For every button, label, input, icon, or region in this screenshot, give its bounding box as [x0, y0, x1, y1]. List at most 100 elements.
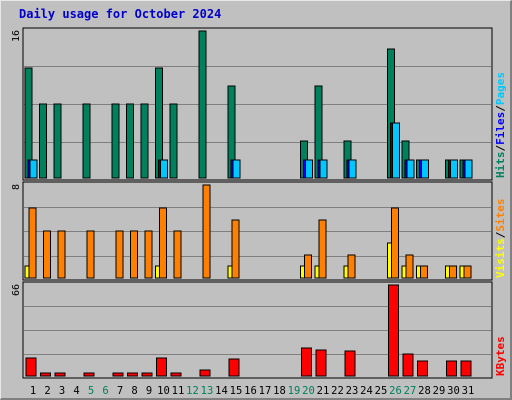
bar-pages-31	[464, 159, 473, 179]
x-tick-label-16: 16	[244, 385, 257, 397]
x-tick-label-19: 19	[288, 385, 301, 397]
x-tick-label-2: 2	[44, 385, 50, 397]
bar-sites-23	[347, 254, 356, 279]
bar-kbytes-7	[112, 372, 124, 377]
bar-kbytes-21	[315, 349, 327, 377]
x-tick-label-1: 1	[30, 385, 36, 397]
x-tick-label-8: 8	[131, 385, 137, 397]
legend-part: Pages	[494, 72, 507, 105]
x-tick-label-30: 30	[447, 385, 460, 397]
bar-pages-15	[232, 159, 241, 179]
bar-hits-8	[126, 103, 134, 179]
bar-pages-27	[406, 159, 415, 179]
x-tick-label-4: 4	[73, 385, 79, 397]
legend-part: Sites	[494, 199, 507, 232]
bar-pages-26	[392, 122, 400, 179]
bar-pages-10	[160, 159, 168, 179]
bar-sites-13	[202, 184, 211, 279]
x-tick-label-5: 5	[88, 385, 94, 397]
x-tick-label-29: 29	[433, 385, 446, 397]
x-tick-label-6: 6	[102, 385, 108, 397]
x-tick-label-21: 21	[317, 385, 330, 397]
legend-part: /	[494, 145, 507, 152]
bar-kbytes-27	[402, 353, 414, 377]
bar-kbytes-30	[446, 360, 457, 377]
bar-kbytes-5	[83, 372, 95, 377]
bar-sites-15	[231, 219, 240, 279]
bar-pages-23	[348, 159, 357, 179]
x-tick-label-12: 12	[186, 385, 199, 397]
x-tick-label-13: 13	[201, 385, 214, 397]
bar-hits-7	[111, 103, 120, 179]
bar-kbytes-31	[460, 360, 472, 377]
bar-hits-5	[82, 103, 91, 179]
x-tick-label-18: 18	[273, 385, 286, 397]
bar-sites-8	[130, 230, 138, 279]
bar-kbytes-20	[301, 347, 312, 377]
x-tick-label-7: 7	[117, 385, 123, 397]
bar-sites-1	[28, 207, 37, 279]
bar-kbytes-10	[156, 357, 167, 377]
x-tick-label-9: 9	[146, 385, 152, 397]
x-tick-label-22: 22	[331, 385, 344, 397]
x-tick-label-28: 28	[418, 385, 431, 397]
legend-part: /	[494, 105, 507, 112]
x-tick-label-23: 23	[346, 385, 359, 397]
legend-part: KBytes	[494, 336, 507, 376]
bar-kbytes-2	[40, 372, 51, 377]
x-tick-label-17: 17	[259, 385, 272, 397]
bar-pages-28	[421, 159, 429, 179]
bar-sites-11	[173, 230, 182, 279]
bar-hits-11	[169, 103, 178, 179]
x-tick-label-31: 31	[462, 385, 475, 397]
bar-kbytes-1	[25, 357, 37, 377]
bar-pages-21	[319, 159, 328, 179]
legend-label-hits-files-pages: Hits/Files/Pages	[494, 72, 507, 178]
legend-part: Hits	[494, 152, 507, 179]
x-tick-label-24: 24	[360, 385, 373, 397]
chart-title: Daily usage for October 2024	[19, 7, 222, 21]
bar-sites-3	[57, 230, 66, 279]
y-max-label: 66	[11, 284, 22, 296]
bar-hits-13	[198, 30, 207, 179]
bar-kbytes-8	[127, 372, 138, 377]
bar-kbytes-28	[417, 360, 428, 377]
bar-sites-10	[159, 207, 167, 279]
bar-kbytes-13	[199, 369, 211, 377]
bar-hits-2	[39, 103, 47, 179]
legend-label-visits-sites: Visits/Sites	[494, 199, 507, 279]
bar-hits-3	[53, 103, 62, 179]
bar-sites-2	[43, 230, 51, 279]
bar-kbytes-3	[54, 372, 66, 377]
bar-sites-5	[86, 230, 95, 279]
legend-part: Visits	[494, 238, 507, 278]
bar-sites-31	[463, 265, 472, 279]
legend-part: Files	[494, 112, 507, 145]
bar-kbytes-9	[141, 372, 153, 377]
bar-pages-20	[305, 159, 313, 179]
y-max-label: 8	[11, 184, 22, 190]
x-tick-label-25: 25	[375, 385, 388, 397]
bar-sites-28	[420, 265, 428, 279]
bar-kbytes-15	[228, 358, 240, 377]
bar-sites-26	[391, 207, 399, 279]
bar-sites-27	[405, 254, 414, 279]
bar-sites-21	[318, 219, 327, 279]
bar-pages-30	[450, 159, 458, 179]
y-max-label: 16	[11, 30, 22, 42]
x-tick-label-15: 15	[230, 385, 243, 397]
bar-kbytes-11	[170, 372, 182, 377]
bar-kbytes-26	[388, 284, 399, 377]
legend-label-kbytes: KBytes	[494, 336, 507, 376]
bar-sites-7	[115, 230, 124, 279]
bar-pages-1	[29, 159, 38, 179]
x-tick-label-3: 3	[59, 385, 65, 397]
bar-hits-9	[140, 103, 149, 179]
x-tick-label-20: 20	[302, 385, 315, 397]
bar-sites-30	[449, 265, 457, 279]
x-tick-label-10: 10	[157, 385, 170, 397]
x-tick-label-27: 27	[404, 385, 417, 397]
bar-kbytes-23	[344, 350, 356, 377]
